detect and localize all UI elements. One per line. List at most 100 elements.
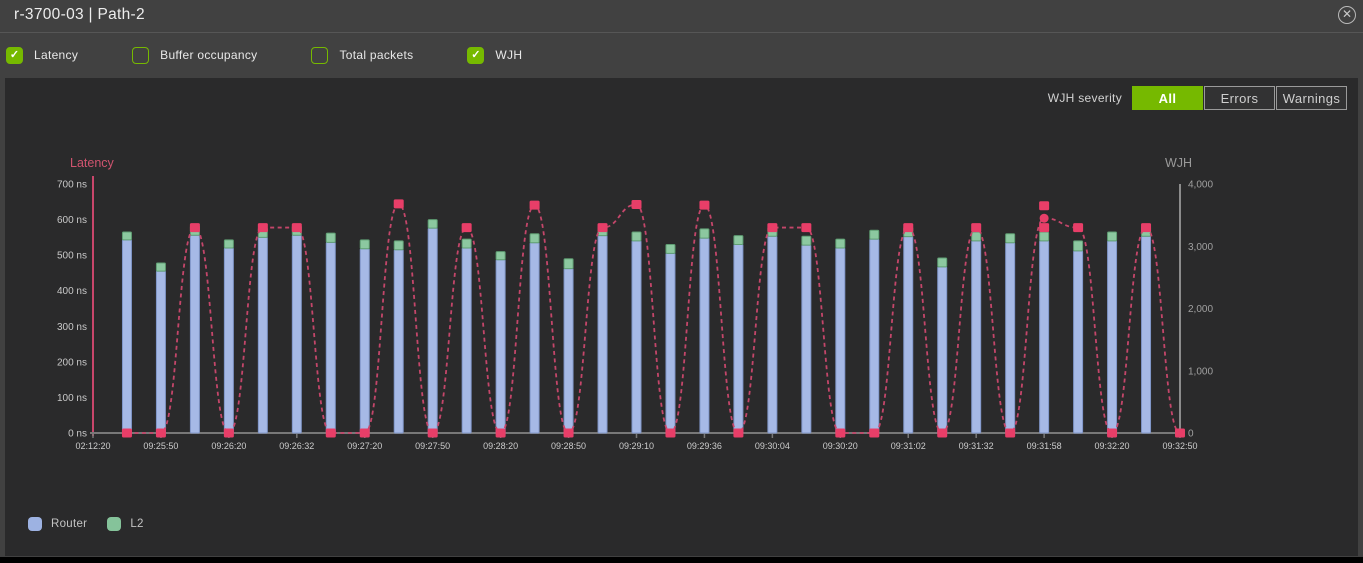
bar-router-segment[interactable] bbox=[903, 236, 914, 434]
bar-router-segment[interactable] bbox=[461, 247, 472, 434]
bar-router-segment[interactable] bbox=[121, 239, 132, 434]
filter-wjh[interactable]: ✓ WJH bbox=[467, 46, 522, 64]
bar-router-segment[interactable] bbox=[1005, 242, 1016, 434]
chart-svg[interactable]: Latency WJH 0 ns 100 ns 200 ns 300 ns 400 ns 50… bbox=[5, 78, 1358, 556]
bar-l2-segment[interactable] bbox=[427, 219, 438, 229]
bar-router-segment[interactable] bbox=[835, 247, 846, 434]
wjh-marker[interactable] bbox=[597, 223, 608, 233]
wjh-marker[interactable] bbox=[665, 428, 676, 438]
bar-router-segment[interactable] bbox=[665, 252, 676, 434]
bar-l2-segment[interactable] bbox=[631, 231, 642, 242]
bar-router-segment[interactable] bbox=[359, 248, 370, 434]
bar-router-segment[interactable] bbox=[563, 268, 574, 434]
bar-l2-segment[interactable] bbox=[665, 243, 676, 254]
bar-l2-segment[interactable] bbox=[1107, 231, 1118, 242]
bar-l2-segment[interactable] bbox=[393, 240, 404, 251]
wjh-marker-circle[interactable] bbox=[1039, 213, 1049, 223]
wjh-marker[interactable] bbox=[971, 223, 982, 233]
bar-router-segment[interactable] bbox=[257, 236, 268, 434]
bar-l2-segment[interactable] bbox=[223, 239, 234, 249]
bar-router-segment[interactable] bbox=[971, 240, 982, 434]
bar-router-segment[interactable] bbox=[733, 243, 744, 434]
bar-l2-segment[interactable] bbox=[461, 238, 472, 249]
bar-l2-segment[interactable] bbox=[937, 257, 948, 268]
wjh-marker[interactable] bbox=[257, 223, 268, 233]
filter-latency[interactable]: ✓ Latency bbox=[6, 46, 78, 64]
wjh-marker[interactable] bbox=[359, 428, 370, 438]
legend-item-router[interactable]: Router bbox=[28, 517, 87, 531]
bar-router-segment[interactable] bbox=[1141, 235, 1152, 434]
wjh-marker[interactable] bbox=[563, 428, 574, 438]
bar-router-segment[interactable] bbox=[597, 235, 608, 434]
bar-l2-segment[interactable] bbox=[121, 231, 132, 241]
wjh-marker[interactable] bbox=[1141, 223, 1152, 233]
wjh-marker[interactable] bbox=[801, 223, 812, 233]
wjh-marker[interactable] bbox=[733, 428, 744, 438]
bar-l2-segment[interactable] bbox=[801, 235, 812, 246]
bar-router-segment[interactable] bbox=[801, 244, 812, 434]
bar-router-segment[interactable] bbox=[189, 234, 200, 434]
severity-errors-button[interactable]: Errors bbox=[1204, 86, 1275, 110]
wjh-marker[interactable] bbox=[1039, 201, 1050, 211]
bar-router-segment[interactable] bbox=[223, 247, 234, 434]
bar-l2-segment[interactable] bbox=[359, 239, 370, 250]
bar-router-segment[interactable] bbox=[631, 240, 642, 434]
wjh-marker[interactable] bbox=[1175, 428, 1185, 438]
wjh-marker[interactable] bbox=[835, 428, 846, 438]
bar-router-segment[interactable] bbox=[937, 266, 948, 434]
bar-router-segment[interactable] bbox=[427, 227, 438, 434]
bar-router-segment[interactable] bbox=[393, 249, 404, 434]
filter-buffer-occupancy[interactable]: Buffer occupancy bbox=[132, 46, 257, 64]
bar-l2-segment[interactable] bbox=[529, 233, 540, 244]
bar-l2-segment[interactable] bbox=[563, 258, 574, 270]
wjh-marker[interactable] bbox=[325, 428, 336, 438]
bar-l2-segment[interactable] bbox=[733, 235, 744, 245]
severity-all-button[interactable]: All bbox=[1132, 86, 1203, 110]
wjh-marker[interactable] bbox=[121, 428, 132, 438]
wjh-marker[interactable] bbox=[155, 428, 166, 438]
bar-router-segment[interactable] bbox=[155, 270, 166, 434]
bar-router-segment[interactable] bbox=[291, 234, 302, 434]
bar-l2-segment[interactable] bbox=[699, 228, 710, 239]
wjh-marker[interactable] bbox=[223, 428, 234, 438]
bar-router-segment[interactable] bbox=[1039, 240, 1050, 434]
wjh-marker[interactable] bbox=[393, 199, 404, 209]
bar-l2-segment[interactable] bbox=[869, 229, 880, 240]
bar-l2-segment[interactable] bbox=[155, 262, 166, 272]
wjh-marker[interactable] bbox=[529, 200, 540, 210]
bar-router-segment[interactable] bbox=[529, 242, 540, 434]
legend-item-l2[interactable]: L2 bbox=[107, 517, 143, 531]
wjh-marker[interactable] bbox=[767, 223, 778, 233]
bar-router-segment[interactable] bbox=[767, 235, 778, 434]
wjh-marker[interactable] bbox=[495, 428, 506, 438]
bar-l2-segment[interactable] bbox=[325, 232, 336, 243]
filter-total-packets[interactable]: Total packets bbox=[311, 46, 413, 64]
bar-l2-segment[interactable] bbox=[1039, 231, 1050, 242]
wjh-marker[interactable] bbox=[869, 428, 880, 438]
wjh-marker[interactable] bbox=[291, 223, 302, 233]
wjh-marker[interactable] bbox=[1039, 223, 1050, 233]
bar-router-segment[interactable] bbox=[1107, 240, 1118, 434]
wjh-marker[interactable] bbox=[1073, 223, 1084, 233]
bar-router-segment[interactable] bbox=[325, 241, 336, 434]
bar-router-segment[interactable] bbox=[869, 238, 880, 434]
bar-l2-segment[interactable] bbox=[495, 251, 506, 261]
bar-l2-segment[interactable] bbox=[971, 231, 982, 242]
severity-warnings-button[interactable]: Warnings bbox=[1276, 86, 1347, 110]
latency-wjh-chart[interactable]: Latency WJH 0 ns 100 ns 200 ns 300 ns 400 ns 50… bbox=[5, 78, 1358, 556]
wjh-marker[interactable] bbox=[1107, 428, 1118, 438]
close-icon[interactable]: ✕ bbox=[1338, 6, 1356, 24]
bar-l2-segment[interactable] bbox=[835, 238, 846, 249]
wjh-marker[interactable] bbox=[189, 223, 200, 233]
wjh-marker[interactable] bbox=[461, 223, 472, 233]
wjh-marker[interactable] bbox=[903, 223, 914, 233]
bar-router-segment[interactable] bbox=[495, 259, 506, 434]
bar-l2-segment[interactable] bbox=[1073, 240, 1084, 252]
wjh-marker[interactable] bbox=[699, 200, 710, 210]
wjh-marker[interactable] bbox=[937, 428, 948, 438]
bar-l2-segment[interactable] bbox=[1005, 233, 1016, 244]
bar-router-segment[interactable] bbox=[699, 237, 710, 434]
wjh-marker[interactable] bbox=[1005, 428, 1016, 438]
bar-router-segment[interactable] bbox=[1073, 250, 1084, 434]
wjh-marker[interactable] bbox=[631, 200, 642, 210]
